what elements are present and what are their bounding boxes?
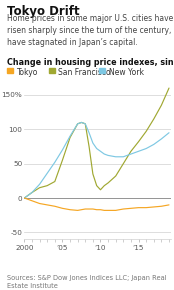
Text: New York: New York xyxy=(109,68,144,77)
Text: Home prices in some major U.S. cities have
risen sharply since the turn of the c: Home prices in some major U.S. cities ha… xyxy=(7,14,174,47)
Text: Tokyo Drift: Tokyo Drift xyxy=(7,5,80,18)
Text: Tokyo: Tokyo xyxy=(17,68,38,77)
Text: San Francisco: San Francisco xyxy=(58,68,111,77)
Text: Change in housing price indexes, since 2000: Change in housing price indexes, since 2… xyxy=(7,58,174,67)
Text: Sources: S&P Dow Jones Indices LLC; Japan Real
Estate Institute: Sources: S&P Dow Jones Indices LLC; Japa… xyxy=(7,275,167,289)
